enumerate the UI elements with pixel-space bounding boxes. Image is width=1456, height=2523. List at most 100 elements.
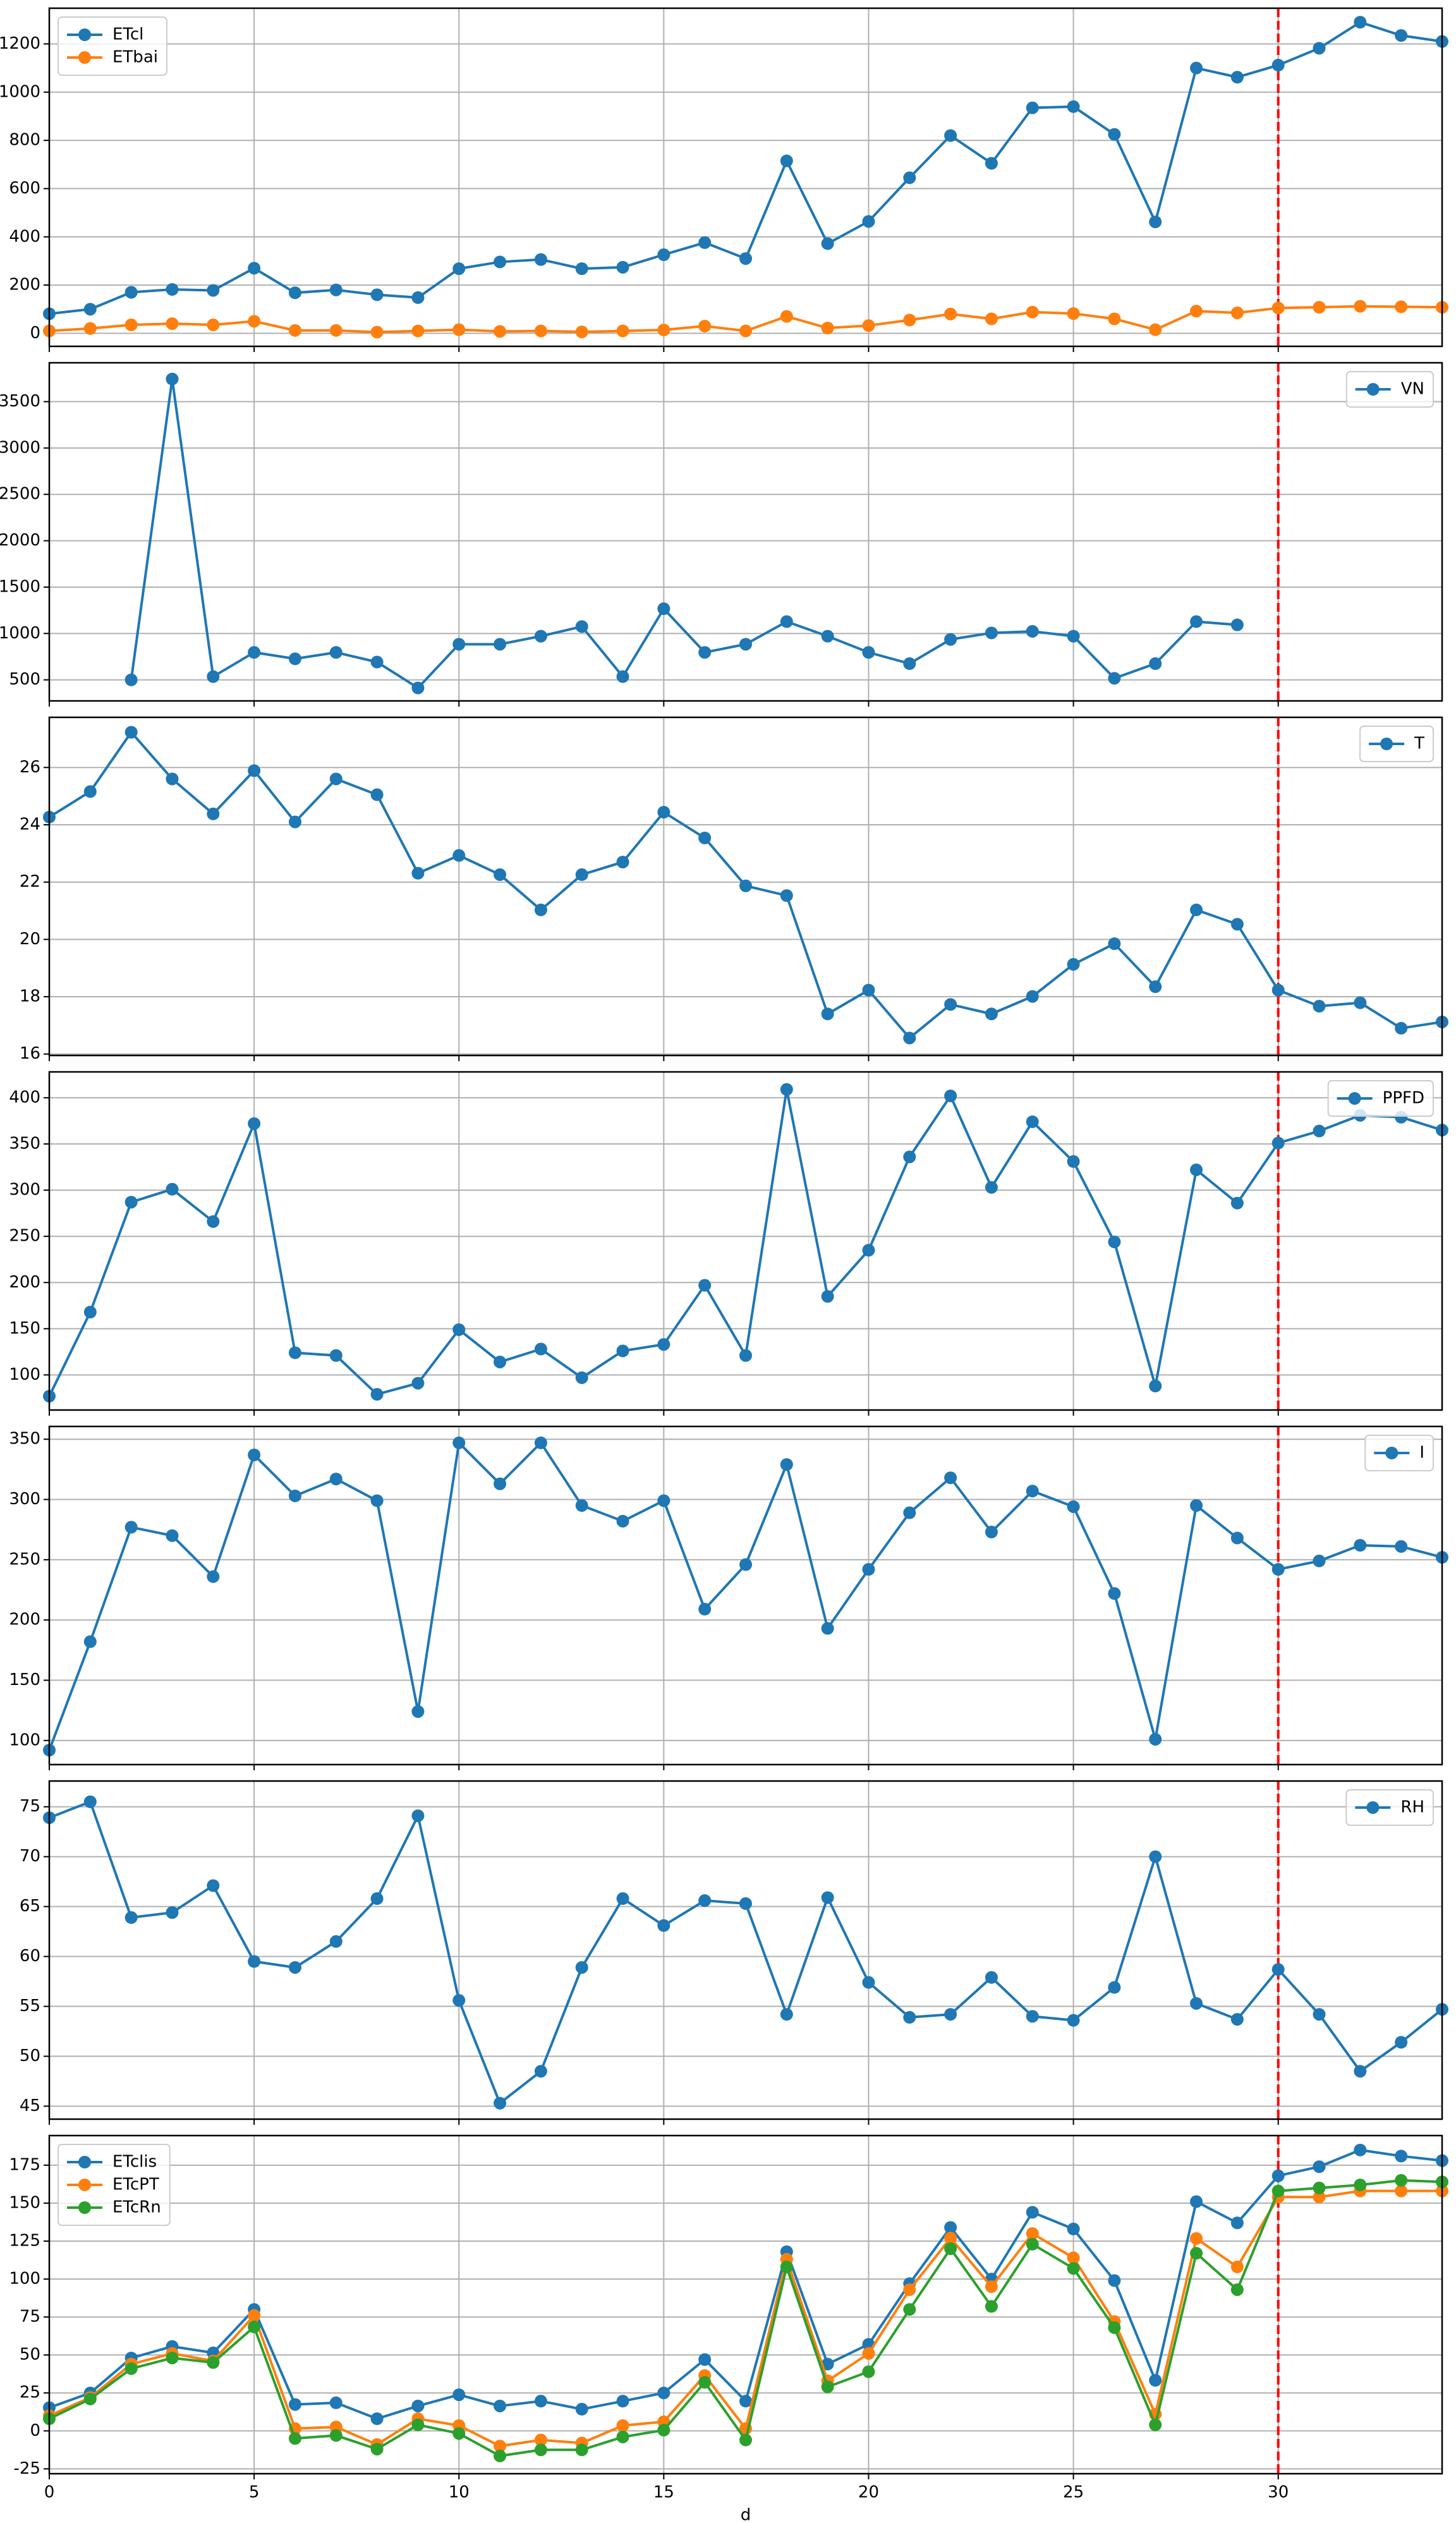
series-marker	[329, 772, 343, 786]
y-tick-label: 350	[9, 1134, 40, 1153]
series-marker	[124, 1911, 138, 1924]
series-marker	[494, 2440, 507, 2453]
y-tick-label: 250	[9, 1227, 40, 1246]
series-marker	[698, 1603, 712, 1616]
series-marker	[329, 1473, 343, 1486]
legend: ETcl ETbai	[58, 16, 167, 76]
series-marker	[1108, 1981, 1121, 1994]
series-marker	[1026, 101, 1039, 114]
series-marker	[1108, 1235, 1121, 1248]
series-marker	[1230, 1531, 1244, 1545]
series-marker	[288, 1489, 301, 1502]
y-tick-label: 100	[9, 2270, 40, 2289]
series-marker	[124, 726, 138, 739]
series-marker	[862, 2347, 875, 2360]
series-marker	[248, 646, 261, 659]
y-tick-label: 26	[20, 758, 40, 777]
legend: ETclis ETcPT ETcRn	[58, 2144, 171, 2226]
series-marker	[616, 2395, 629, 2408]
series-marker	[494, 2399, 507, 2412]
y-tick-label: 250	[9, 1550, 40, 1569]
series-marker	[1395, 1540, 1408, 1553]
series-marker	[1190, 615, 1203, 628]
series-marker	[985, 157, 998, 170]
y-tick-label: 65	[20, 1897, 40, 1916]
series-marker	[739, 638, 752, 651]
series-marker	[207, 284, 220, 297]
series-marker	[1395, 2173, 1408, 2187]
legend: VN	[1345, 371, 1434, 408]
series-marker	[657, 1494, 670, 1507]
series-marker	[494, 255, 507, 269]
series-marker	[452, 1323, 466, 1336]
series-marker	[821, 629, 834, 643]
series-marker	[248, 1117, 261, 1130]
series-marker	[1230, 306, 1244, 319]
legend-swatch-marker	[1380, 738, 1393, 750]
series-marker	[780, 889, 793, 903]
series-marker	[1354, 16, 1367, 29]
series-marker	[944, 2008, 957, 2021]
series-marker	[329, 1349, 343, 1362]
series-marker	[698, 319, 712, 332]
series-marker	[534, 2065, 547, 2078]
series-marker	[1067, 1155, 1080, 1168]
y-tick-label: 24	[20, 815, 40, 834]
series-marker	[124, 286, 138, 299]
series-marker	[1313, 2160, 1326, 2173]
y-tick-label: 150	[9, 2193, 40, 2212]
series-marker	[780, 310, 793, 323]
series-marker	[657, 1919, 670, 1932]
series-marker	[1354, 1538, 1367, 1552]
series-marker	[1313, 2181, 1326, 2194]
series-marker	[1230, 618, 1244, 631]
series-marker	[1026, 1115, 1039, 1128]
series-marker	[1271, 59, 1285, 72]
series-marker	[616, 1344, 629, 1358]
series-marker	[1313, 42, 1326, 55]
series-marker	[1108, 312, 1121, 325]
series-marker	[1395, 2184, 1408, 2198]
series-marker	[207, 1879, 220, 1892]
series-marker	[1313, 1124, 1326, 1138]
series-marker	[1108, 672, 1121, 685]
y-tick-label: 1500	[0, 577, 40, 596]
y-tick-label: 25	[20, 2383, 40, 2402]
series-marker	[248, 2309, 261, 2322]
series-marker	[1230, 2013, 1244, 2026]
series-marker	[1313, 2191, 1326, 2204]
series-marker	[1190, 2232, 1203, 2245]
series-marker	[124, 2362, 138, 2375]
series-marker	[1395, 29, 1408, 42]
series-marker	[1190, 1163, 1203, 1176]
legend-swatch-marker	[1366, 383, 1380, 396]
series-marker	[494, 638, 507, 651]
legend-box	[1327, 1080, 1434, 1117]
series-marker	[248, 315, 261, 328]
series-marker	[821, 1007, 834, 1021]
series-marker	[657, 602, 670, 616]
series-marker	[248, 764, 261, 777]
series-marker	[944, 129, 957, 142]
series-marker	[452, 2388, 466, 2402]
series-marker	[494, 868, 507, 881]
series-marker	[1108, 937, 1121, 951]
y-tick-label: 800	[9, 131, 40, 150]
series-marker	[83, 303, 97, 316]
series-marker	[985, 1971, 998, 1984]
series-marker	[411, 1377, 425, 1390]
series-marker	[166, 2351, 179, 2364]
series-marker	[1190, 305, 1203, 318]
series-marker	[862, 1563, 875, 1576]
series-marker	[575, 325, 588, 339]
plot-frame	[48, 362, 1443, 702]
series-marker	[1395, 300, 1408, 313]
series-marker	[575, 1499, 588, 1512]
series-marker	[862, 1976, 875, 1989]
series-marker	[698, 236, 712, 249]
series-marker	[248, 262, 261, 275]
series-marker	[1067, 100, 1080, 113]
series-marker	[698, 646, 712, 659]
series-marker	[944, 2242, 957, 2255]
series-marker	[1313, 1000, 1326, 1013]
